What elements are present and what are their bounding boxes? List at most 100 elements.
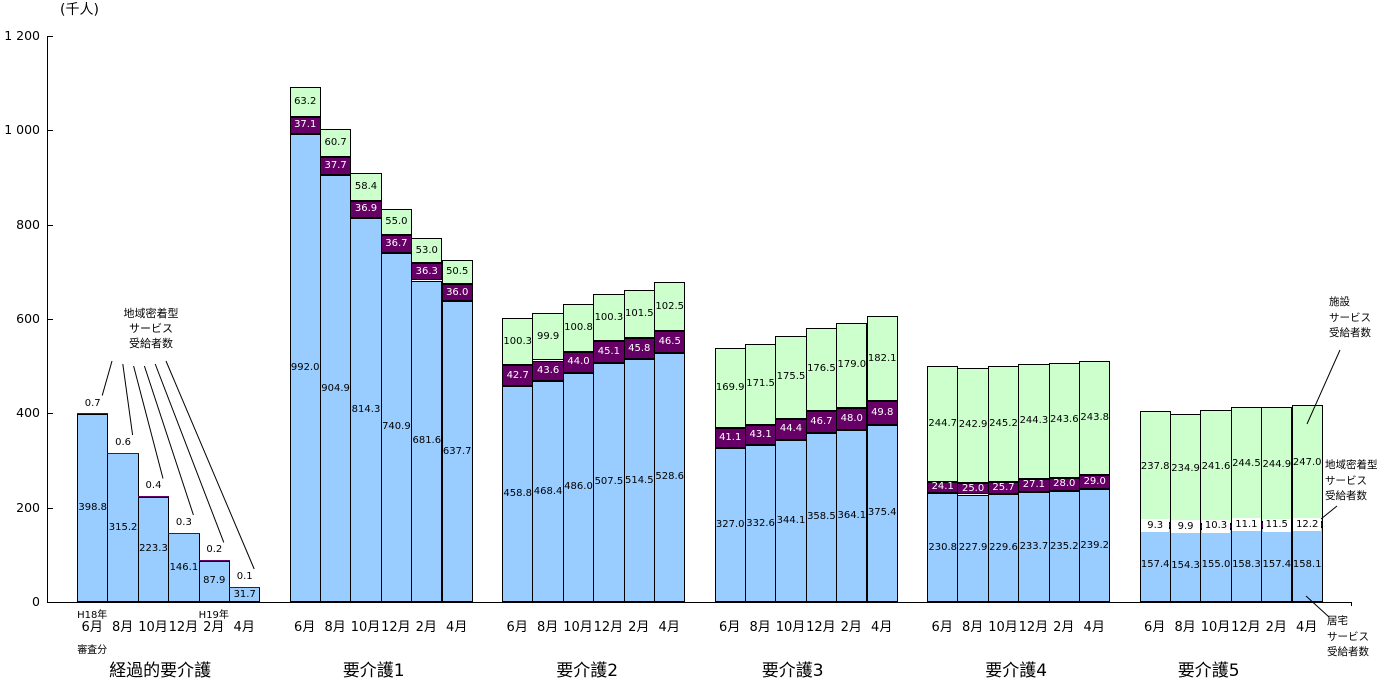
bar-segment-community-service — [1079, 475, 1111, 490]
bar-value-home: 528.6 — [655, 471, 685, 483]
bar-value-home: 332.6 — [746, 517, 775, 529]
bar-value-facility: 243.6 — [1049, 414, 1079, 426]
bar-value-facility: 102.5 — [655, 300, 685, 312]
bar-segment-community-service — [137, 496, 170, 497]
bar-segment-home-service — [1018, 491, 1050, 602]
month-label: 8月 — [961, 620, 984, 635]
bar-value-facility: 237.8 — [1140, 461, 1170, 473]
bar-value-facility: 101.5 — [624, 307, 654, 319]
bar-segment-facility-service — [411, 238, 443, 264]
bar-value-community: 46.5 — [658, 335, 681, 347]
month-label: 6月 — [81, 620, 103, 635]
month-label: 12月 — [1018, 620, 1049, 635]
y-axis-tick — [47, 507, 53, 509]
bar-segment-facility-service — [1291, 405, 1323, 522]
bar-value-home: 514.5 — [624, 474, 654, 486]
bar-value-community: 0.4 — [145, 480, 162, 492]
bar-value-community: 37.7 — [324, 160, 347, 172]
bar-value-facility: 63.2 — [294, 95, 317, 107]
bar-segment-facility-service — [350, 172, 382, 201]
bar-segment-community-service — [289, 116, 321, 135]
month-label: 10月 — [563, 620, 593, 635]
annotation-home-service-right-line: サービス — [1327, 630, 1369, 643]
month-label: 8月 — [749, 620, 771, 635]
bar-value-facility: 100.3 — [503, 335, 533, 347]
bar-value-home: 375.4 — [867, 507, 897, 519]
annotation-home-service-right-line: 受給者数 — [1327, 646, 1369, 658]
month-label: 8月 — [1174, 620, 1196, 635]
bar-value-facility: 176.5 — [807, 363, 836, 375]
bar-value-community: 41.1 — [719, 432, 742, 444]
bar-segment-home-service — [1291, 527, 1323, 602]
bar-segment-community-service — [107, 452, 139, 454]
bar-value-facility: 60.7 — [324, 137, 347, 149]
month-label: 10月 — [350, 620, 381, 635]
y-axis-tick — [47, 413, 53, 415]
bar-value-home: 814.3 — [351, 403, 381, 415]
bar-value-home: 87.9 — [203, 575, 226, 587]
bar-value-community: 28.0 — [1053, 478, 1076, 490]
month-label: 6月 — [294, 620, 316, 635]
bar-value-home: 157.4 — [1140, 558, 1170, 570]
bar-segment-home-service — [411, 280, 443, 602]
bar-segment-home-service — [775, 439, 807, 602]
bar-segment-facility-service — [957, 368, 989, 483]
bar-value-community: 36.9 — [354, 203, 378, 215]
month-label: 12月 — [1231, 620, 1261, 635]
bar-value-home: 223.3 — [139, 543, 168, 555]
month-label: 2月 — [840, 620, 862, 635]
bar-value-facility: 244.3 — [1019, 415, 1049, 427]
annotation-facility-service-right-line: 施設 — [1329, 296, 1350, 308]
bar-value-home: 458.8 — [503, 487, 533, 499]
month-label: 6月 — [931, 620, 953, 635]
x-axis-end-tick — [1351, 602, 1352, 606]
month-label: 10月 — [775, 620, 806, 635]
bar-value-facility: 100.8 — [564, 322, 593, 334]
annotation-community-service-right-line: 受給者数 — [1325, 490, 1367, 502]
bar-segment-home-service — [380, 252, 413, 602]
bar-segment-facility-service — [805, 327, 838, 411]
bar-value-facility: 242.9 — [958, 419, 988, 431]
bar-value-community: 36.7 — [385, 237, 408, 249]
bar-segment-facility-service — [866, 315, 898, 402]
bar-segment-home-service — [744, 445, 777, 602]
bar-value-home: 154.3 — [1171, 559, 1200, 571]
bar-segment-facility-service — [775, 335, 807, 419]
bar-value-facility: 245.2 — [989, 417, 1018, 429]
month-label: 6月 — [506, 620, 528, 635]
bar-value-home: 344.1 — [776, 514, 806, 526]
bar-value-home: 233.7 — [1019, 540, 1049, 552]
annotation-community-service-right-line: サービス — [1325, 474, 1367, 487]
group-title: 要介護2 — [556, 661, 619, 681]
bar-segment-home-service — [623, 359, 655, 602]
bar-segment-facility-service — [1048, 362, 1080, 478]
bar-segment-community-service — [866, 401, 898, 425]
bar-segment-home-service — [350, 217, 382, 602]
month-label: 8月 — [536, 620, 559, 635]
bar-segment-facility-service — [502, 318, 534, 366]
month-label: 4月 — [1083, 620, 1105, 635]
value-label-box — [1232, 518, 1261, 532]
bar-value-home: 227.9 — [958, 542, 988, 554]
bar-value-facility: 50.5 — [446, 266, 469, 278]
y-tick-label: 1 200 — [4, 28, 40, 43]
bar-segment-facility-service — [1018, 363, 1050, 479]
bar-segment-facility-service — [654, 282, 686, 331]
annotation-home-service-right-line: 居宅 — [1327, 615, 1348, 627]
group-title: 経過的要介護 — [109, 661, 212, 681]
bar-segment-home-service — [229, 587, 261, 602]
bar-value-home: 992.0 — [290, 362, 320, 374]
bar-value-home: 468.4 — [533, 485, 563, 497]
month-label: 4月 — [658, 620, 680, 635]
bar-value-facility: 55.0 — [385, 216, 408, 228]
era-label-h18: H18年 — [77, 610, 108, 621]
note-label-shinsabun: 審査分 — [77, 645, 108, 656]
bar-value-facility: 179.0 — [837, 359, 867, 371]
bar-value-community: 29.0 — [1083, 476, 1106, 488]
bar-value-home: 235.2 — [1049, 540, 1079, 552]
bar-segment-facility-service — [593, 294, 625, 342]
month-label: 12月 — [381, 620, 411, 635]
era-label-h19: H19年 — [198, 610, 229, 621]
bar-value-community: 48.0 — [840, 412, 863, 424]
month-label: 12月 — [593, 620, 624, 635]
